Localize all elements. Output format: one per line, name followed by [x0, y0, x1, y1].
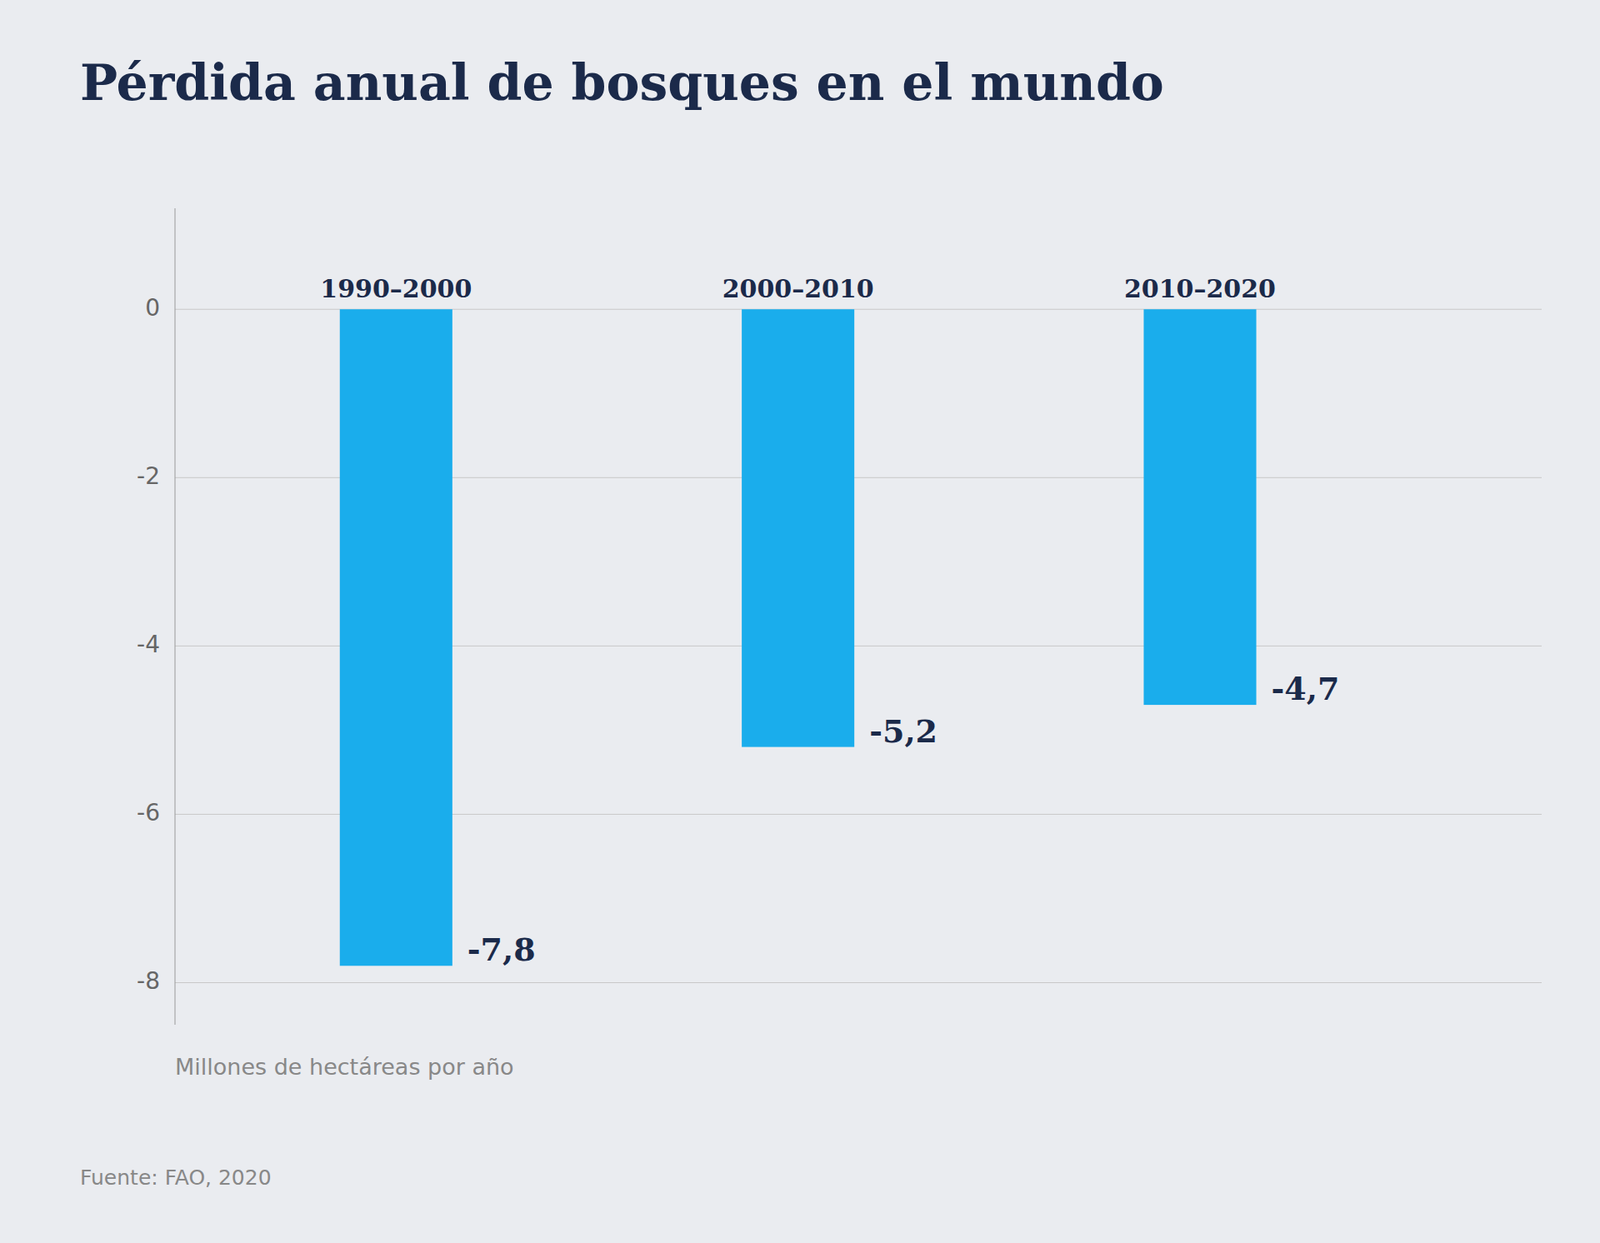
grid-line — [175, 982, 1542, 984]
title: Pérdida anual de bosques en el mundo — [80, 53, 1165, 112]
y-axis-label: Millones de hectáreas por año — [175, 1054, 515, 1080]
category-label: 2010–2020 — [1124, 274, 1276, 304]
chart-container: Pérdida anual de bosques en el mundo 0 -2 -… — [0, 0, 1600, 1243]
category-label: 1990–2000 — [320, 274, 472, 304]
bar — [340, 309, 453, 966]
value-label: -7,8 — [467, 930, 536, 969]
bars — [340, 309, 1257, 966]
bar — [1143, 309, 1256, 705]
chart: Pérdida anual de bosques en el mundo 0 -2 -… — [0, 0, 1600, 1243]
y-tick-label: -2 — [136, 462, 160, 490]
bar — [741, 309, 855, 747]
labels: 1990–2000 -7,8 2000–2010 -5,2 2010–2020 -4,7 — [320, 274, 1340, 969]
y-tick-label: 0 — [145, 294, 160, 322]
value-label: -4,7 — [1271, 670, 1340, 708]
source: Fuente: FAO, 2020 — [80, 1165, 272, 1190]
background — [0, 0, 1600, 1243]
y-tick-label: -8 — [136, 967, 160, 995]
category-label: 2000–2010 — [722, 274, 875, 304]
grid — [175, 309, 1542, 983]
y-tick-label: -6 — [136, 799, 160, 827]
y-tick-label: -4 — [136, 630, 160, 659]
value-label: -5,2 — [869, 712, 938, 750]
y-axis-line — [175, 208, 176, 1025]
